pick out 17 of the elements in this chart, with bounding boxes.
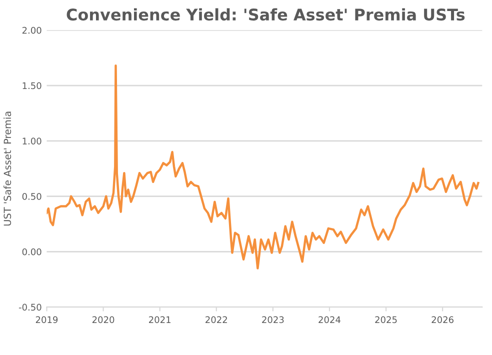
- chart-title: Convenience Yield: 'Safe Asset' Premia USTs: [66, 8, 465, 21]
- x-tick-label: 2019: [36, 316, 58, 324]
- x-tick-label: 2025: [375, 316, 397, 324]
- x-tick-label: 2026: [432, 316, 454, 324]
- y-tick-label: 1.50: [22, 82, 42, 90]
- x-tick-label: 2023: [262, 316, 284, 324]
- y-tick-label: -0.50: [18, 304, 42, 311]
- y-tick-label: 0.50: [22, 193, 42, 200]
- y-tick-label: 1.00: [22, 138, 42, 144]
- x-tick-label: 2022: [206, 316, 227, 324]
- y-tick-label: 0.00: [22, 248, 42, 256]
- y-tick-label: 2.00: [22, 26, 42, 34]
- x-tick-label: 2020: [92, 316, 114, 324]
- x-tick-label: 2024: [318, 316, 340, 324]
- x-tick-label: 2021: [149, 316, 170, 324]
- line-series: [46, 64, 480, 270]
- y-axis-title: UST 'Safe Asset' Premia: [4, 112, 12, 226]
